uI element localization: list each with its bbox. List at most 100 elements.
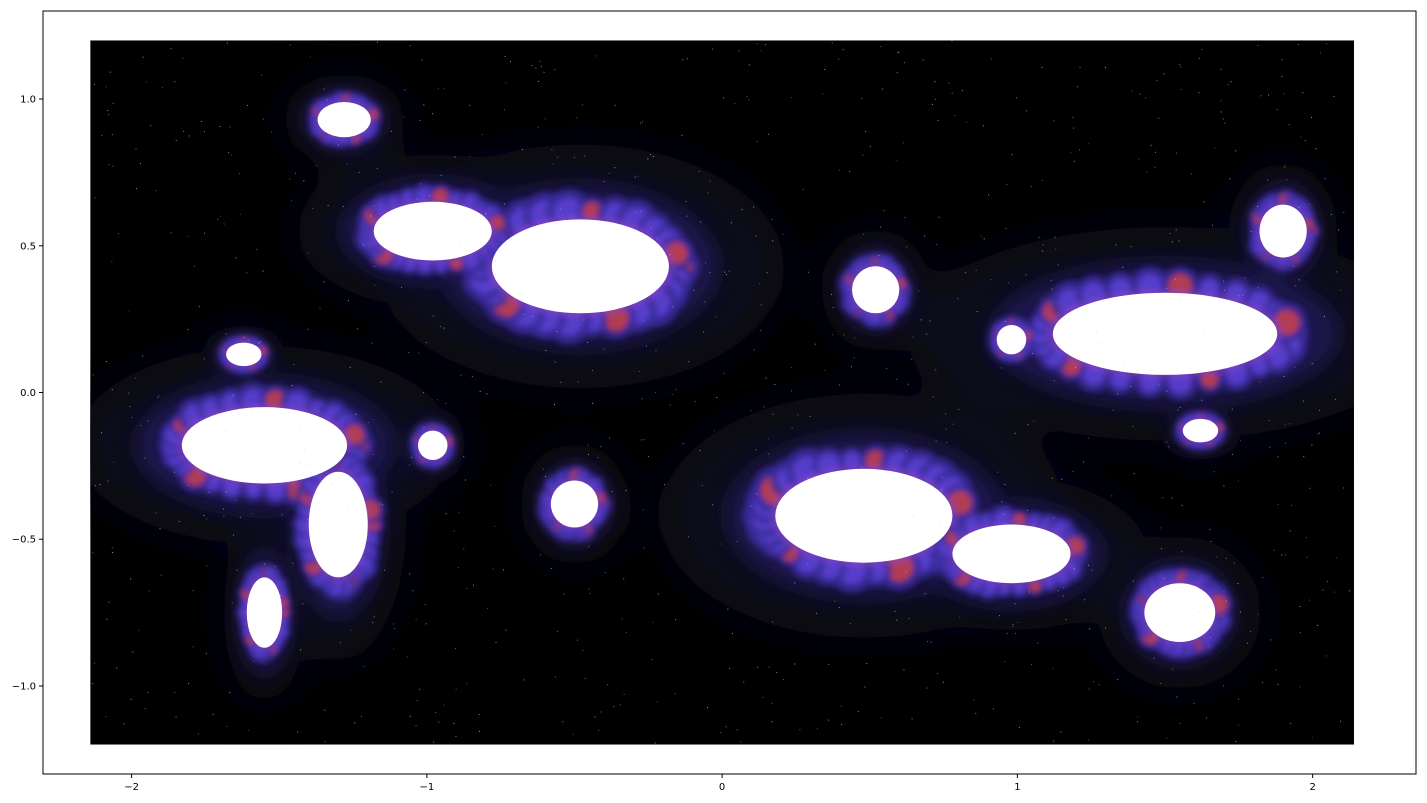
speckle <box>992 708 994 710</box>
speckle <box>94 83 96 85</box>
speckle <box>1004 320 1006 322</box>
speckle <box>523 313 525 315</box>
speckle <box>904 217 906 219</box>
speckle <box>523 679 525 681</box>
speckle <box>693 290 695 292</box>
speckle <box>771 218 773 220</box>
speckle <box>553 404 555 406</box>
speckle <box>187 328 189 330</box>
speckle <box>864 130 866 132</box>
speckle <box>323 88 325 90</box>
speckle <box>289 44 291 46</box>
speckle <box>107 110 109 112</box>
speckle <box>682 443 684 445</box>
speckle <box>1028 591 1030 593</box>
speckle <box>1306 556 1308 558</box>
speckle <box>1325 655 1327 657</box>
speckle <box>225 333 227 335</box>
speckle <box>373 616 375 618</box>
speckle <box>642 509 644 511</box>
speckle <box>217 218 219 220</box>
speckle <box>946 442 948 444</box>
speckle <box>1323 316 1325 318</box>
speckle <box>1122 362 1124 364</box>
speckle <box>973 699 975 701</box>
speckle <box>828 719 830 721</box>
speckle <box>959 616 961 618</box>
speckle <box>412 590 414 592</box>
speckle <box>144 457 146 459</box>
speckle <box>713 430 715 432</box>
speckle <box>1062 595 1064 597</box>
speckle <box>1315 148 1317 150</box>
speckle <box>1267 179 1269 181</box>
speckle <box>999 615 1001 617</box>
speckle <box>1115 244 1117 246</box>
speckle <box>1053 380 1055 382</box>
speckle <box>1230 365 1232 367</box>
interior-region-15 <box>417 430 448 460</box>
speckle <box>834 600 836 602</box>
speckle <box>349 487 351 489</box>
speckle <box>806 563 808 565</box>
speckle <box>942 681 944 683</box>
speckle <box>1181 551 1183 553</box>
speckle <box>1201 399 1203 401</box>
speckle <box>961 90 963 92</box>
speckle <box>1208 419 1210 421</box>
speckle <box>425 341 427 343</box>
speckle <box>239 213 241 215</box>
speckle <box>1198 744 1200 745</box>
speckle <box>519 295 521 297</box>
interior-region-16 <box>996 325 1027 355</box>
speckle <box>1250 230 1252 232</box>
speckle <box>721 543 723 545</box>
speckle <box>1138 158 1140 160</box>
speckle <box>1246 642 1248 644</box>
speckle <box>1237 480 1239 482</box>
speckle <box>481 134 483 136</box>
speckle <box>105 86 107 88</box>
speckle <box>790 366 792 368</box>
speckle <box>1231 408 1233 410</box>
speckle <box>116 667 118 669</box>
speckle <box>896 72 898 74</box>
speckle <box>656 238 658 240</box>
speckle <box>1277 503 1279 505</box>
speckle <box>123 723 125 725</box>
speckle <box>319 308 321 310</box>
speckle <box>1030 186 1032 188</box>
speckle <box>1334 591 1336 593</box>
speckle <box>1130 386 1132 388</box>
speckle <box>111 261 113 263</box>
speckle <box>1259 381 1261 383</box>
speckle <box>669 254 671 256</box>
speckle <box>1302 92 1304 94</box>
speckle <box>545 349 547 351</box>
speckle <box>299 462 301 464</box>
interior-region-10 <box>1259 204 1307 258</box>
speckle <box>698 170 700 172</box>
speckle <box>839 169 841 171</box>
speckle <box>951 92 953 94</box>
speckle <box>1105 627 1107 629</box>
speckle <box>504 203 506 205</box>
speckle <box>765 377 767 379</box>
speckle <box>935 369 937 371</box>
speckle <box>753 349 755 351</box>
speckle <box>392 623 394 625</box>
speckle <box>869 146 871 148</box>
speckle <box>502 569 504 571</box>
speckle <box>613 706 615 708</box>
speckle <box>1316 624 1318 626</box>
speckle <box>1257 205 1259 207</box>
speckle <box>583 319 585 321</box>
speckle <box>831 293 833 295</box>
speckle <box>768 666 770 668</box>
speckle <box>415 725 417 727</box>
speckle <box>1051 477 1053 479</box>
speckle <box>500 246 502 248</box>
speckle <box>1074 160 1076 162</box>
speckle <box>232 394 234 396</box>
speckle <box>460 374 462 376</box>
